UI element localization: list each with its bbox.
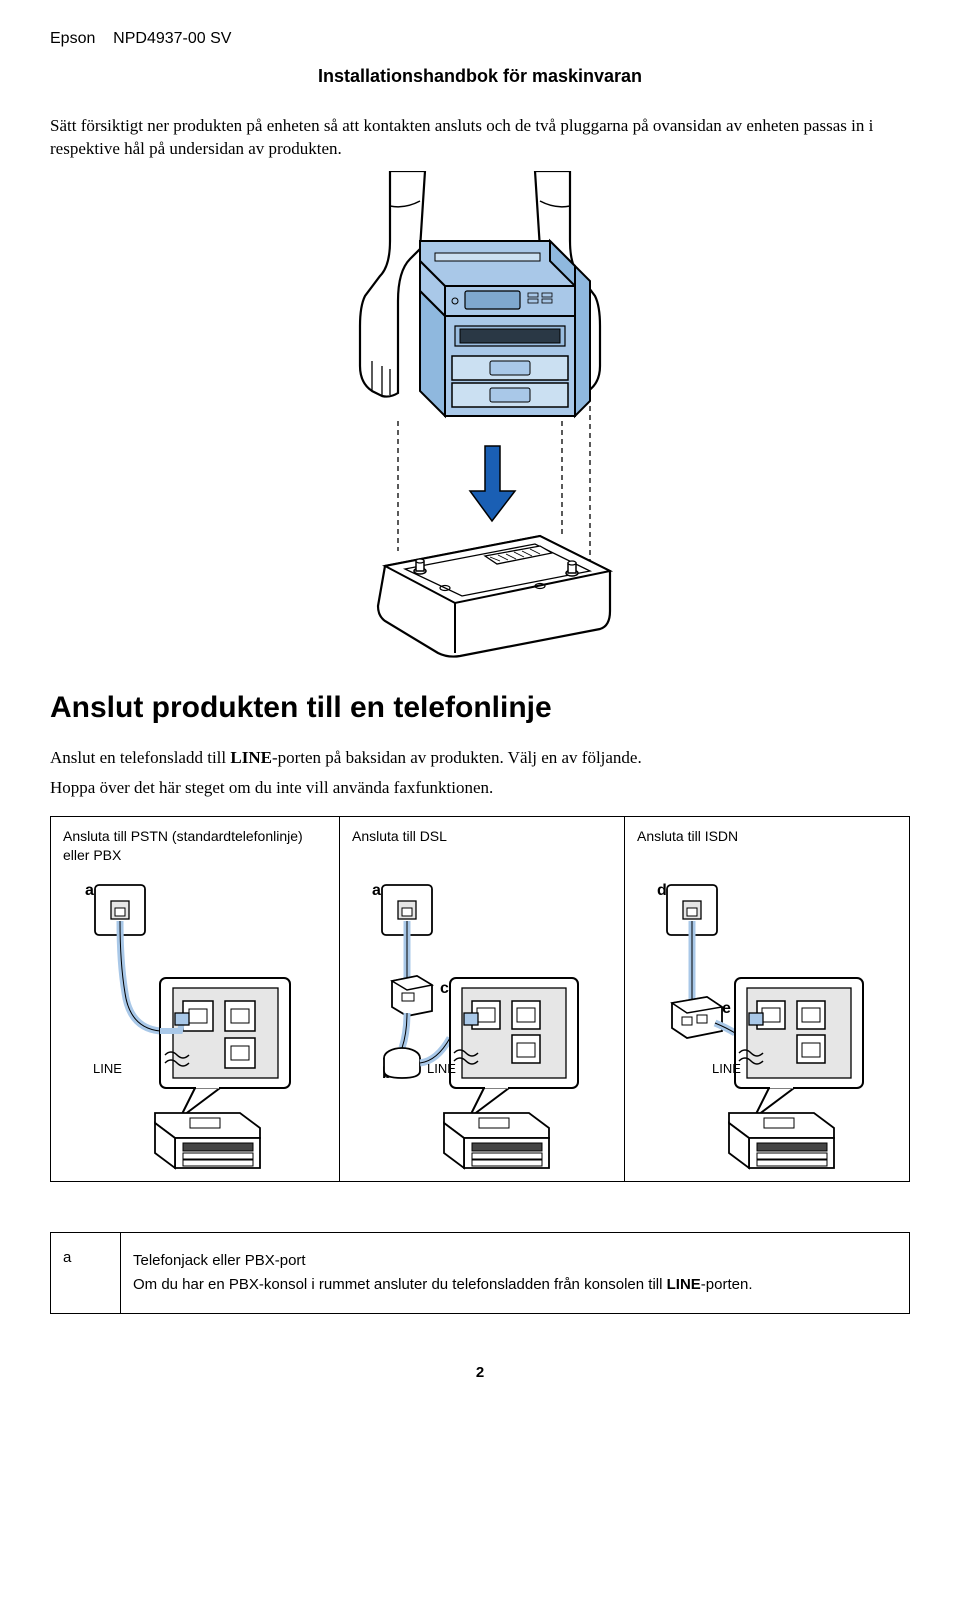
instr-suffix: -porten på baksidan av produkten. Välj e… (272, 748, 642, 767)
label-c: c (440, 980, 449, 997)
header: Epson NPD4937-00 SV (50, 30, 910, 48)
doc-code: NPD4937-00 SV (113, 30, 231, 47)
instruction-1: Anslut en telefonsladd till LINE-porten … (50, 745, 910, 771)
label-a: a (372, 882, 381, 899)
instr-bold: LINE (230, 748, 272, 767)
label-line: LINE (427, 1061, 456, 1076)
brand: Epson (50, 30, 95, 47)
connection-table: Ansluta till PSTN (standardtelefonlinje)… (50, 816, 910, 1182)
cell-label: Ansluta till PSTN (standardtelefonlinje)… (63, 827, 327, 867)
intro-paragraph: Sätt försiktigt ner produkten på enheten… (50, 115, 910, 161)
label-d: d (657, 882, 667, 899)
legend-note-prefix: Om du har en PBX-konsol i rummet anslute… (133, 1276, 667, 1293)
skip-note: Hoppa över det här steget om du inte vil… (50, 778, 910, 798)
connection-cell-pstn: Ansluta till PSTN (standardtelefonlinje)… (51, 817, 340, 1181)
legend-note: Om du har en PBX-konsol i rummet anslute… (133, 1273, 897, 1297)
connection-cell-isdn: Ansluta till ISDN d e (625, 817, 909, 1181)
legend-title: Telefonjack eller PBX-port (133, 1249, 897, 1273)
label-line: LINE (712, 1061, 741, 1076)
page-number: 2 (50, 1364, 910, 1381)
main-illustration (50, 171, 910, 661)
document-title: Installationshandbok för maskinvaran (50, 66, 910, 87)
cell-label: Ansluta till ISDN (637, 827, 897, 867)
label-e: e (722, 1000, 731, 1017)
cell-illustration: a (63, 873, 327, 1173)
section-heading: Anslut produkten till en telefonlinje (50, 691, 910, 725)
legend-key: a (51, 1233, 121, 1313)
connection-cell-dsl: Ansluta till DSL a c b (340, 817, 625, 1181)
instr-prefix: Anslut en telefonsladd till (50, 748, 230, 767)
cell-illustration: d e (637, 873, 897, 1173)
legend-note-suffix: -porten. (701, 1276, 753, 1293)
label-line: LINE (93, 1061, 122, 1076)
legend-body: Telefonjack eller PBX-port Om du har en … (121, 1233, 909, 1313)
cell-illustration: a c b (352, 873, 612, 1173)
legend-table: a Telefonjack eller PBX-port Om du har e… (50, 1232, 910, 1314)
legend-note-bold: LINE (667, 1276, 701, 1293)
label-a: a (85, 882, 94, 899)
cell-label: Ansluta till DSL (352, 827, 612, 867)
